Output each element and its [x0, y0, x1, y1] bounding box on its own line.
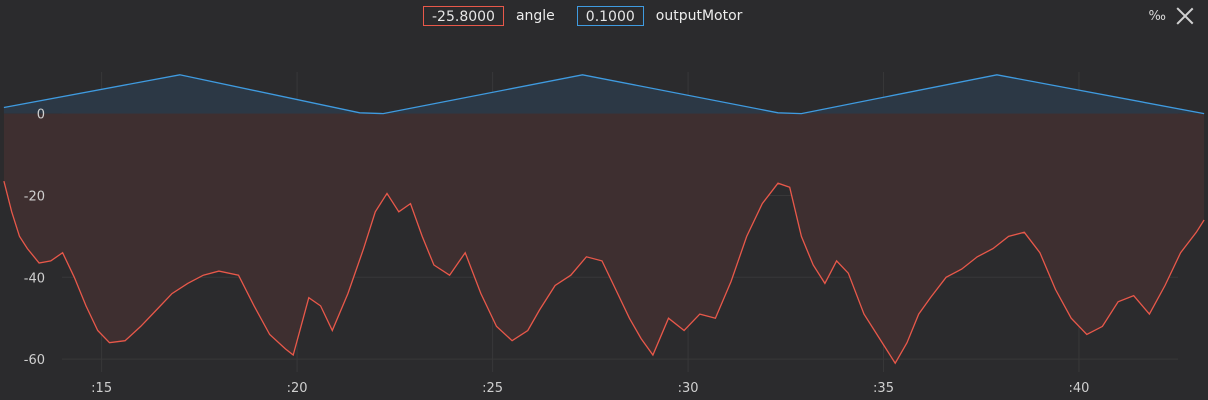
toolbar: ‰ [1149, 4, 1194, 28]
output-series-line [3, 74, 1205, 115]
y-tick-label: 0 [37, 108, 45, 123]
angle-area [3, 113, 1205, 364]
output-series-label: outputMotor [655, 8, 743, 24]
x-tick-label: :30 [678, 381, 699, 396]
angle-value-box[interactable]: -25.8000 [423, 6, 504, 26]
legend: -25.8000 angle 0.1000 outputMotor [423, 4, 764, 28]
output-value-box[interactable]: 0.1000 [576, 6, 644, 26]
output-area [3, 74, 1205, 114]
x-tick-label: :20 [287, 381, 308, 396]
angle-series-label: angle [515, 8, 555, 24]
x-tick-label: :15 [91, 381, 112, 396]
y-tick-label: -40 [24, 271, 45, 286]
x-tick-label: :40 [1069, 381, 1090, 396]
y-tick-label: -20 [24, 189, 45, 204]
y-tick-label: -60 [24, 353, 45, 368]
angle-series-line [3, 180, 1205, 365]
x-tick-label: :35 [873, 381, 894, 396]
scale-toggle-button[interactable]: ‰ [1148, 8, 1166, 24]
x-tick-label: :25 [482, 381, 503, 396]
